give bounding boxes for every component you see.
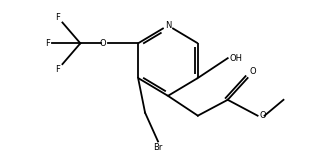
Text: Br: Br <box>153 143 163 152</box>
Text: OH: OH <box>230 54 243 63</box>
Text: N: N <box>165 21 171 30</box>
Text: O: O <box>250 67 256 76</box>
Text: F: F <box>56 12 61 21</box>
Text: F: F <box>46 39 51 48</box>
Text: F: F <box>56 65 61 74</box>
Text: O: O <box>99 39 106 48</box>
Text: O: O <box>260 111 266 120</box>
